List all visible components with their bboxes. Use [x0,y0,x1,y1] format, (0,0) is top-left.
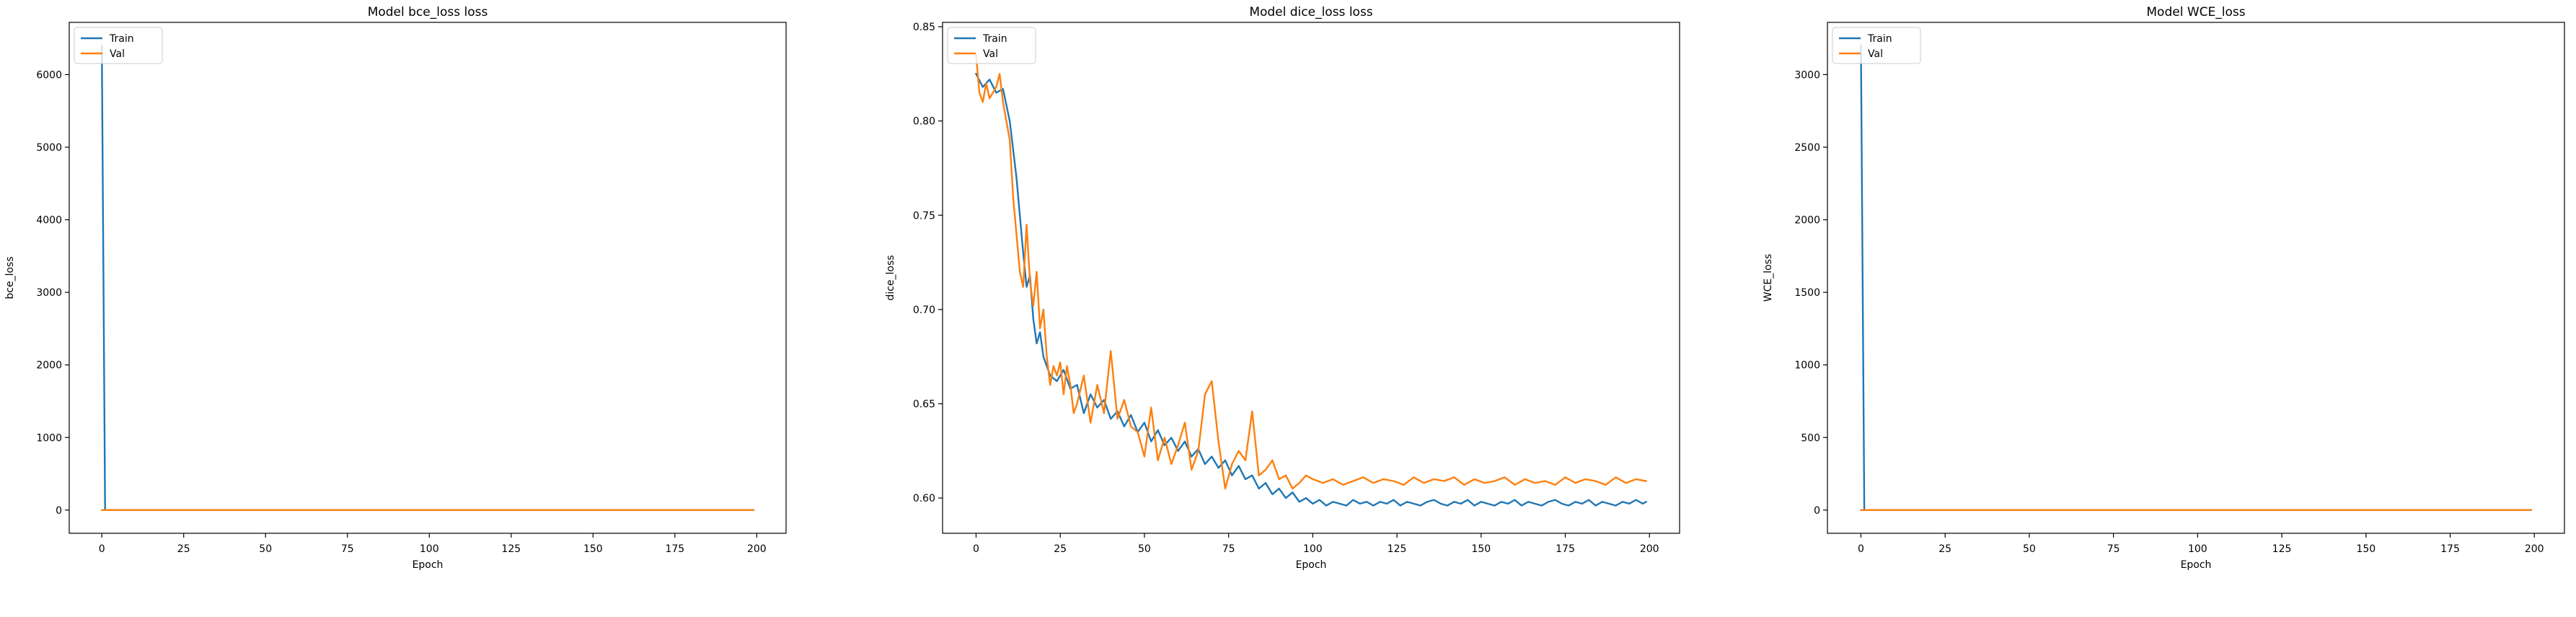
series-line-train [974,72,1648,507]
x-tick-label: 150 [1471,543,1491,555]
x-tick-label: 125 [1388,543,1407,555]
legend: Train Val [1832,27,1921,64]
x-tick-label: 75 [2107,543,2120,555]
legend-label-train: Train [109,33,134,45]
y-axis-label: WCE_loss [1763,254,1774,302]
chart-panel-1: 0 25 50 75 100 125 150 175 200010002000300040005… [4,5,787,571]
x-tick-label: 75 [341,543,354,555]
series-group [100,44,755,511]
x-tick-label: 125 [501,543,521,555]
axes-frame [69,22,787,534]
y-tick-label: 2500 [1794,142,1820,154]
x-tick-label: 175 [665,543,684,555]
x-tick-label: 150 [583,543,603,555]
x-tick-label: 100 [420,543,439,555]
x-tick-label: 100 [1303,543,1323,555]
chart-panel-3: 0 25 50 75 100 125 150 175 200050010001500200025… [1763,5,2565,571]
x-axis-label: Epoch [413,559,444,571]
x-tick-label: 25 [1938,543,1951,555]
series-group [1860,44,2532,511]
x-tick-label: 200 [1640,543,1659,555]
x-tick-label: 0 [1858,543,1864,555]
x-tick-label: 50 [2023,543,2036,555]
y-tick-label: 0.65 [913,399,935,411]
legend-label-train: Train [982,33,1007,45]
series-line-train [100,44,755,511]
chart-panel-2: 0 25 50 75 100 125 150 175 200 0.60 0.65 0.70 0.75 0.… [885,5,1680,571]
y-tick-label: 3000 [36,287,62,299]
x-tick-label: 200 [2525,543,2544,555]
y-tick-label: 1000 [1794,360,1820,372]
series-group [974,53,1648,507]
legend: Train Val [947,27,1036,64]
legend-label-train: Train [1867,33,1892,45]
y-axis-label: dice_loss [885,255,896,300]
x-tick-label: 50 [259,543,272,555]
y-tick-label: 0 [56,505,62,517]
x-tick-label: 25 [177,543,190,555]
x-axis-label: Epoch [2181,559,2212,571]
chart-title: Model WCE_loss [2146,5,2245,19]
x-tick-label: 175 [2440,543,2460,555]
y-tick-label: 500 [1801,432,1820,444]
chart-title: Model dice_loss loss [1249,5,1372,19]
y-tick-label: 2000 [1794,215,1820,227]
y-tick-label: 5000 [36,142,62,154]
x-tick-label: 125 [2272,543,2292,555]
y-tick-label: 4000 [36,215,62,227]
y-tick-label: 2000 [36,360,62,372]
x-tick-label: 0 [973,543,979,555]
chart-title: Model bce_loss loss [368,5,488,19]
y-tick-label: 6000 [36,69,62,81]
x-tick-label: 200 [747,543,767,555]
x-tick-label: 150 [2356,543,2376,555]
y-axis-label: bce_loss [4,256,16,299]
legend-box [1832,27,1921,64]
series-line-val [975,53,1647,490]
series-line-train [1860,44,2532,511]
legend: Train Val [74,27,163,64]
x-tick-label: 100 [2188,543,2207,555]
y-tick-label: 0 [1814,505,1820,517]
legend-label-val: Val [110,48,125,60]
x-tick-label: 25 [1054,543,1067,555]
legend-label-val: Val [1868,48,1883,60]
y-tick-label: 0.60 [913,493,935,504]
x-tick-label: 0 [99,543,105,555]
axes-frame [1827,22,2565,534]
x-tick-label: 75 [1222,543,1235,555]
y-tick-label: 0.80 [913,116,935,128]
y-tick-label: 1000 [36,432,62,444]
x-tick-label: 175 [1556,543,1575,555]
x-axis-label: Epoch [1296,559,1327,571]
y-tick-label: 0.70 [913,305,935,316]
y-tick-label: 0.75 [913,210,935,222]
legend-box [947,27,1036,64]
legend-box [74,27,163,64]
y-tick-label: 0.85 [913,22,935,33]
axes-frame [942,22,1680,534]
x-tick-label: 50 [1138,543,1151,555]
y-tick-label: 1500 [1794,287,1820,299]
legend-label-val: Val [983,48,998,60]
y-tick-label: 3000 [1794,69,1820,81]
